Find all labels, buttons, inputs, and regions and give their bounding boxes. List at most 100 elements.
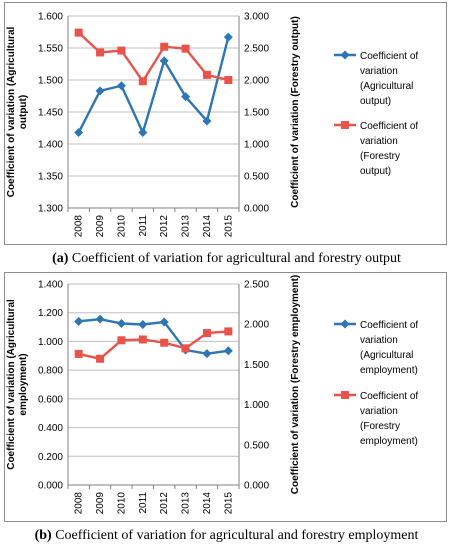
left-axis-tick-label: 1.400: [38, 140, 63, 151]
left-axis-tick-label: 1.400: [38, 280, 63, 291]
right-axis-tick-label: 1.500: [244, 360, 269, 371]
x-axis-category-label: 2008: [74, 492, 85, 515]
data-point-square: [74, 349, 83, 358]
left-axis-tick-label: 1.200: [38, 308, 63, 319]
legend-label-line: variation: [360, 406, 398, 417]
legend-swatch-diamond: [340, 319, 350, 329]
left-axis-title: Coefficient of variation (Agriculturalou…: [6, 26, 29, 197]
caption-b-text: Coefficient of variation for agricultura…: [51, 528, 419, 543]
left-axis-tick-label: 1.000: [38, 337, 63, 348]
left-axis-tick-label: 0.200: [38, 452, 63, 463]
data-point-diamond: [138, 319, 148, 329]
legend-swatch-square: [341, 391, 349, 399]
data-point-diamond: [223, 32, 233, 42]
data-point-square: [160, 338, 169, 347]
legend-label-1: Coefficient of variation (Forestry employme…: [360, 391, 418, 447]
chart-panel-b: 1.400 1.200 1.000 0.800 0.600 0.400 0.200 0.000…: [0, 270, 453, 526]
data-point-diamond: [223, 346, 233, 356]
data-point-square: [138, 77, 147, 86]
left-axis-tick-label: 1.550: [38, 44, 63, 55]
right-axis-title: Coefficient of variation (Forestry outpu…: [290, 16, 301, 208]
x-axis-category-label: 2013: [181, 492, 192, 515]
right-axis-tick-label: 1.500: [244, 108, 269, 119]
caption-a: (a) Coefficient of variation for agricul…: [0, 251, 453, 267]
x-axis-category-label: 2010: [116, 492, 127, 515]
left-axis-tick-label: 0.400: [38, 423, 63, 434]
x-axis-category-label: 2013: [181, 215, 192, 238]
left-axis-title-line: Coefficient of variation (Agricultural: [6, 299, 17, 470]
data-point-square: [224, 327, 233, 336]
right-axis-title: Coefficient of variation (Forestry emplo…: [290, 275, 301, 494]
right-axis-tick-label: 0.500: [244, 440, 269, 451]
x-axis-category-label: 2010: [116, 215, 127, 238]
legend-label-line: Coefficient of: [360, 121, 418, 132]
chart-a-svg: 1.600 1.550 1.500 1.450 1.400 1.350 1.300 3.000…: [6, 12, 418, 238]
left-axis-title-line: Coefficient of variation (Agricultural: [6, 26, 17, 197]
data-point-square: [138, 335, 147, 344]
right-axis-tick-label: 0.500: [244, 172, 269, 183]
legend-label-line: Coefficient of: [360, 391, 418, 402]
right-axis-tick-label: 3.000: [244, 12, 269, 23]
legend-swatch-square: [341, 121, 349, 129]
data-point-square: [117, 46, 126, 55]
right-axis-tick-label: 0.000: [244, 204, 269, 215]
left-axis-tick-label: 0.800: [38, 366, 63, 377]
right-axis-tick-label: 2.500: [244, 44, 269, 55]
data-point-square: [96, 354, 105, 363]
legend-label-line: output): [360, 96, 391, 107]
chart-panel-a: 1.600 1.550 1.500 1.450 1.400 1.350 1.300 3.000…: [0, 0, 453, 250]
legend-label-0: Coefficient of variation (Agricultural empl…: [360, 320, 418, 376]
legend-label-0: Coefficient of variation (Agricultural outp…: [360, 51, 418, 107]
left-axis-title: Coefficient of variation (Agriculturalem…: [6, 299, 29, 470]
caption-a-text: Coefficient of variation for agricultura…: [68, 251, 401, 266]
x-axis-category-label: 2008: [74, 215, 85, 238]
right-axis-tick-label: 2.500: [244, 280, 269, 291]
data-point-square: [224, 76, 233, 84]
left-axis-tick-label: 0.000: [38, 481, 63, 492]
right-axis-tick-label: 2.000: [244, 320, 269, 331]
left-axis-tick-label: 1.500: [38, 76, 63, 87]
x-axis-category-label: 2015: [223, 215, 234, 238]
data-point-diamond: [159, 56, 169, 66]
legend-label-line: variation: [360, 136, 398, 147]
legend-label-line: (Forestry: [360, 421, 400, 432]
data-point-square: [181, 344, 190, 353]
chart-frame-a: [4, 2, 447, 245]
legend-label-line: (Agricultural: [360, 81, 413, 92]
left-axis-tick-label: 1.600: [38, 12, 63, 23]
x-axis-category-label: 2009: [95, 492, 106, 515]
right-axis-tick-label: 2.000: [244, 76, 269, 87]
data-point-square: [117, 336, 126, 345]
legend-label-1: Coefficient of variation (Forestry output): [360, 121, 418, 177]
left-axis-tick-label: 1.350: [38, 172, 63, 183]
x-axis-category-label: 2014: [202, 215, 213, 238]
legend-label-line: (Forestry: [360, 151, 400, 162]
legend-label-line: output): [360, 166, 391, 177]
data-point-diamond: [116, 318, 126, 328]
x-axis-category-label: 2012: [159, 492, 170, 515]
data-point-diamond: [95, 86, 105, 96]
legend-label-line: Coefficient of: [360, 320, 418, 331]
data-point-diamond: [74, 316, 84, 326]
left-axis-tick-label: 0.600: [38, 394, 63, 405]
legend-swatch-diamond: [340, 50, 350, 60]
x-axis-category-label: 2011: [138, 492, 149, 514]
legend-label-line: variation: [360, 335, 398, 346]
left-axis-tick-label: 1.300: [38, 204, 63, 215]
data-point-square: [96, 48, 105, 57]
data-point-diamond: [74, 127, 84, 137]
left-axis-tick-label: 1.450: [38, 108, 63, 119]
left-axis-title-line: employment): [18, 353, 29, 415]
right-axis-tick-label: 1.000: [244, 140, 269, 151]
x-axis-category-label: 2012: [159, 215, 170, 238]
left-axis-title-line: output): [18, 95, 29, 129]
legend-label-line: (Agricultural: [360, 350, 413, 361]
data-point-square: [202, 329, 211, 338]
right-axis-tick-label: 1.000: [244, 400, 269, 411]
x-axis-category-label: 2014: [202, 492, 213, 515]
legend-label-line: employment): [360, 436, 418, 447]
legend-label-line: employment): [360, 365, 418, 376]
data-point-square: [202, 70, 211, 79]
chart-frame-b: [4, 272, 447, 522]
data-point-diamond: [202, 116, 212, 126]
